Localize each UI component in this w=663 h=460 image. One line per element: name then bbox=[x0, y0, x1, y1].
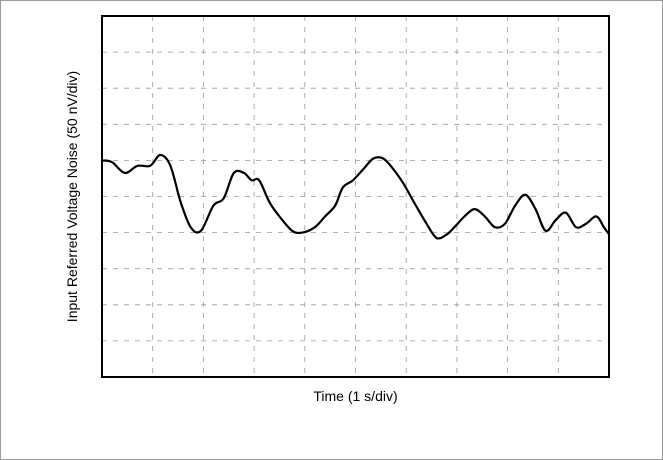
x-axis-label: Time (1 s/div) bbox=[313, 388, 397, 404]
y-axis-label: Input Referred Voltage Noise (50 nV/div) bbox=[64, 71, 80, 322]
plot-area bbox=[101, 15, 610, 378]
grid-lines bbox=[102, 16, 609, 377]
noise-trace bbox=[100, 153, 611, 240]
